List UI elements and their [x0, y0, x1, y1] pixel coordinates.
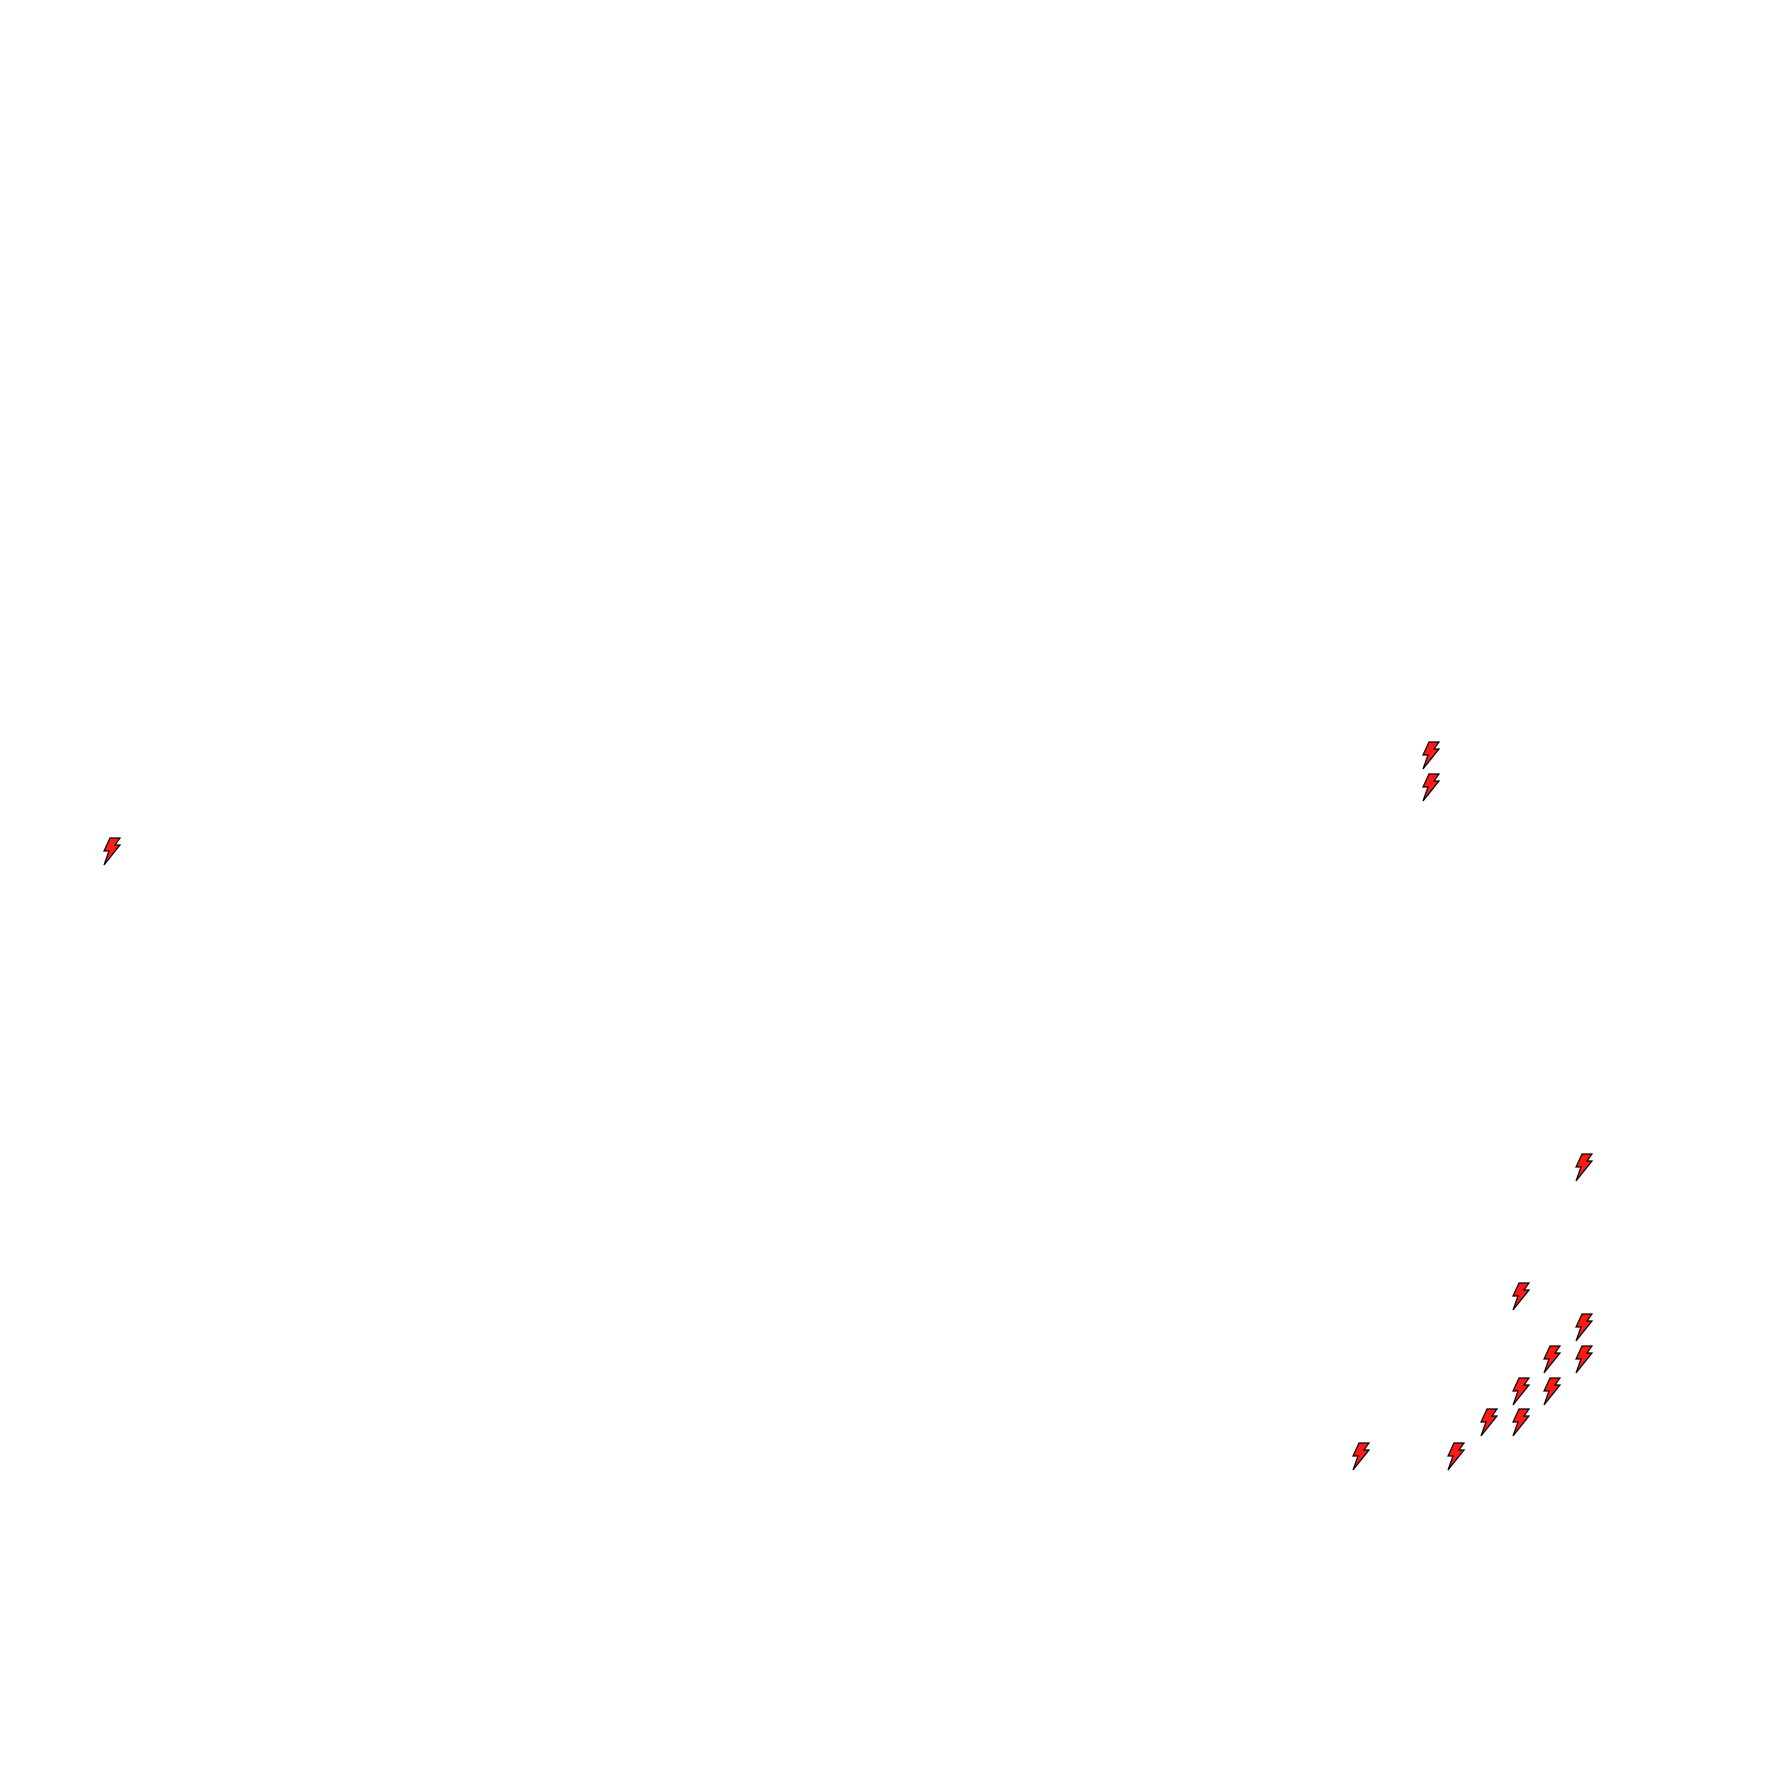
lightning-bolt-icon	[1543, 1377, 1562, 1406]
lightning-bolt-icon	[1447, 1442, 1466, 1471]
lightning-bolt-icon	[1422, 773, 1441, 802]
lightning-bolt-icon	[1422, 741, 1441, 770]
lightning-bolt-icon	[1575, 1345, 1594, 1374]
lightning-bolt-icon	[1512, 1408, 1531, 1437]
lightning-bolt-icon	[103, 837, 122, 866]
lightning-bolt-icon	[1352, 1442, 1371, 1471]
lightning-bolt-icon	[1512, 1282, 1531, 1311]
lightning-bolt-icon	[1575, 1313, 1594, 1342]
lightning-bolt-icon	[1512, 1377, 1531, 1406]
lightning-bolt-icon	[1480, 1408, 1499, 1437]
lightning-bolt-icon	[1543, 1345, 1562, 1374]
lightning-bolt-icon	[1575, 1153, 1594, 1182]
